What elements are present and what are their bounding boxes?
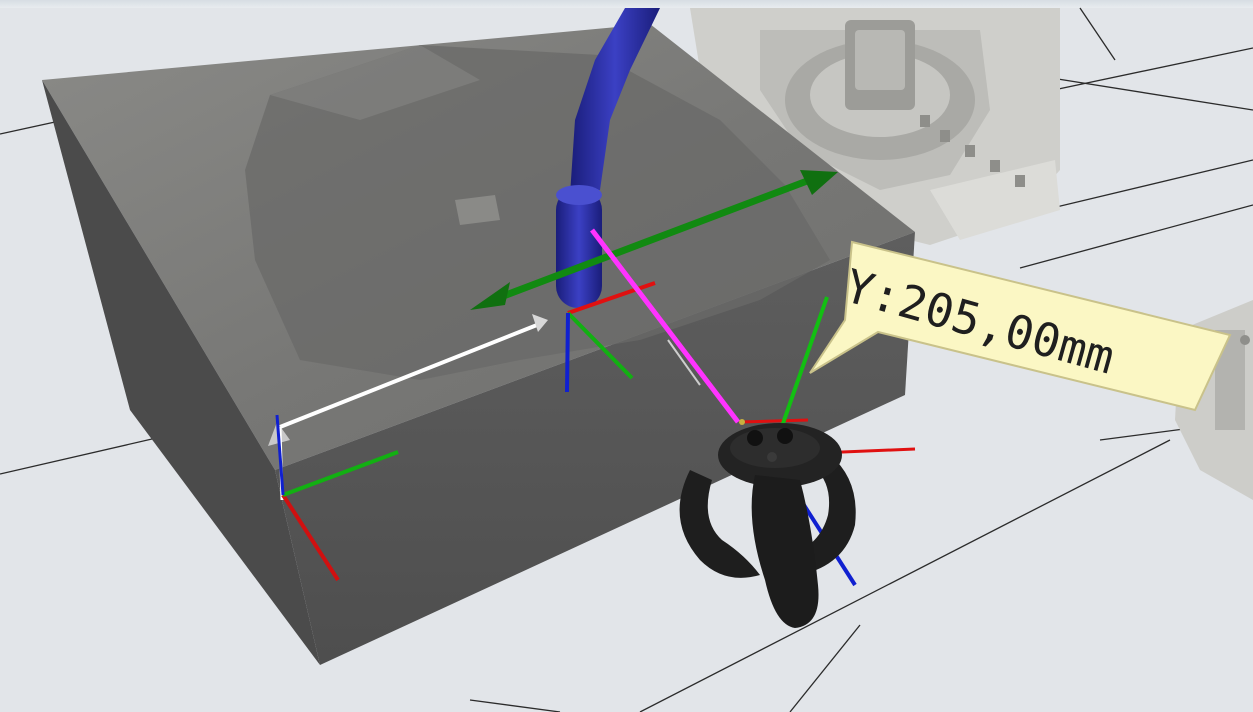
move-arrow-icon[interactable] bbox=[470, 170, 838, 310]
workpiece-block[interactable] bbox=[42, 24, 915, 665]
axis-gizmo-icon[interactable] bbox=[565, 281, 656, 393]
controller-icon[interactable] bbox=[679, 419, 856, 628]
surface-shadow bbox=[245, 45, 830, 380]
corner-axis-gizmo bbox=[275, 414, 399, 582]
welding-torch[interactable] bbox=[556, 8, 660, 308]
block-front-face bbox=[275, 232, 915, 665]
floor-grid bbox=[0, 7, 1253, 712]
robot-base[interactable] bbox=[690, 8, 1060, 245]
pointer-ray bbox=[590, 228, 740, 424]
block-side-face bbox=[42, 80, 320, 665]
